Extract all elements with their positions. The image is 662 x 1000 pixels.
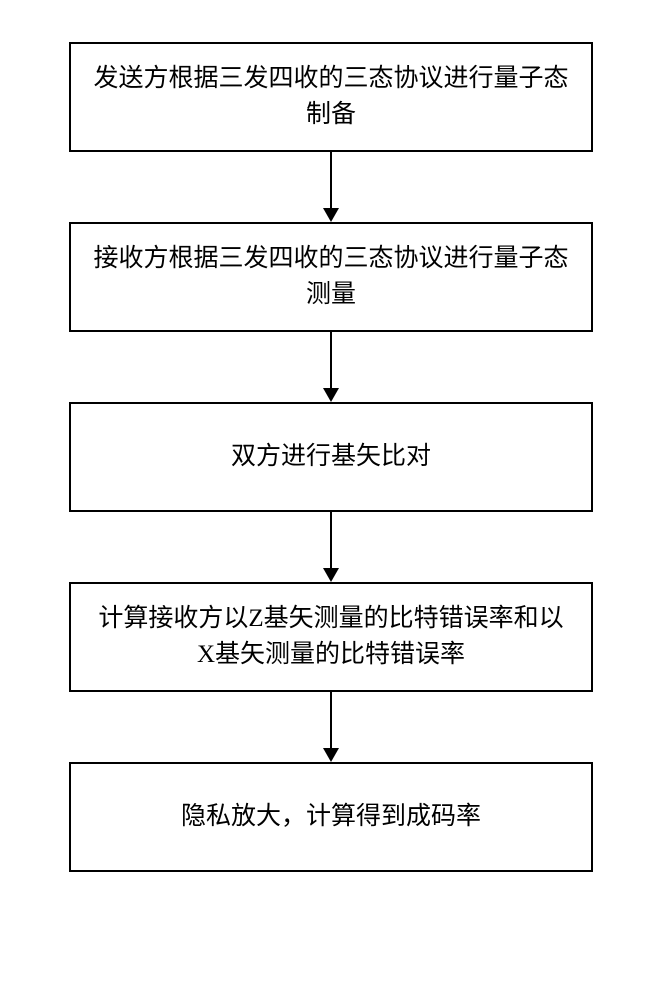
flowchart-step-1: 发送方根据三发四收的三态协议进行量子态制备 bbox=[69, 42, 593, 152]
step-5-text: 隐私放大，计算得到成码率 bbox=[181, 799, 481, 835]
step-4-text: 计算接收方以Z基矢测量的比特错误率和以X基矢测量的比特错误率 bbox=[91, 601, 571, 674]
step-3-text: 双方进行基矢比对 bbox=[231, 439, 431, 475]
arrow-line-icon bbox=[330, 512, 332, 568]
flowchart-step-5: 隐私放大，计算得到成码率 bbox=[69, 762, 593, 872]
arrow-3 bbox=[323, 512, 339, 582]
arrow-head-icon bbox=[323, 748, 339, 762]
arrow-head-icon bbox=[323, 388, 339, 402]
arrow-line-icon bbox=[330, 152, 332, 208]
arrow-1 bbox=[323, 152, 339, 222]
arrow-line-icon bbox=[330, 332, 332, 388]
arrow-2 bbox=[323, 332, 339, 402]
flowchart-step-3: 双方进行基矢比对 bbox=[69, 402, 593, 512]
arrow-head-icon bbox=[323, 208, 339, 222]
step-2-text: 接收方根据三发四收的三态协议进行量子态测量 bbox=[91, 241, 571, 314]
arrow-head-icon bbox=[323, 568, 339, 582]
flowchart-step-2: 接收方根据三发四收的三态协议进行量子态测量 bbox=[69, 222, 593, 332]
arrow-line-icon bbox=[330, 692, 332, 748]
arrow-4 bbox=[323, 692, 339, 762]
step-1-text: 发送方根据三发四收的三态协议进行量子态制备 bbox=[91, 61, 571, 134]
flowchart-container: 发送方根据三发四收的三态协议进行量子态制备 接收方根据三发四收的三态协议进行量子… bbox=[0, 0, 662, 872]
flowchart-step-4: 计算接收方以Z基矢测量的比特错误率和以X基矢测量的比特错误率 bbox=[69, 582, 593, 692]
